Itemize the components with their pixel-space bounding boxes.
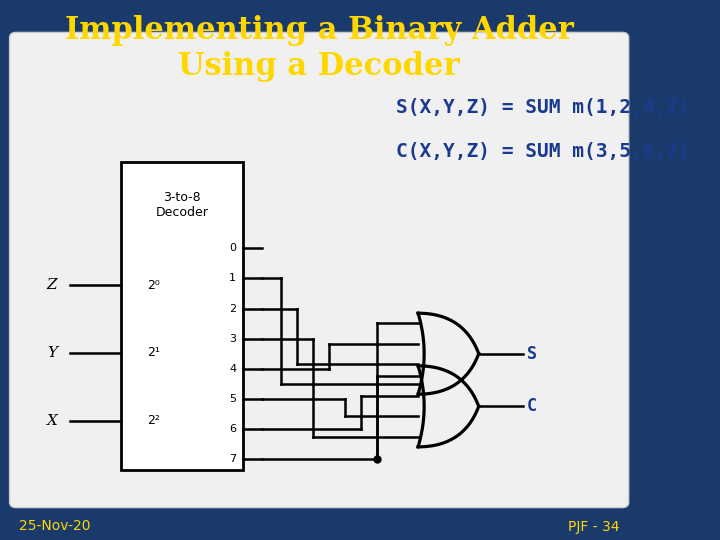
FancyBboxPatch shape — [9, 32, 629, 508]
Text: S: S — [526, 345, 536, 363]
Text: 3: 3 — [229, 334, 236, 343]
Text: 5: 5 — [229, 394, 236, 404]
Text: S(X,Y,Z) = SUM m(1,2,4,7): S(X,Y,Z) = SUM m(1,2,4,7) — [396, 98, 690, 118]
Text: Implementing a Binary Adder
Using a Decoder: Implementing a Binary Adder Using a Deco… — [65, 15, 574, 82]
Text: 2: 2 — [229, 303, 236, 314]
Bar — [121, 162, 243, 470]
Text: 6: 6 — [229, 424, 236, 434]
Text: 4: 4 — [229, 364, 236, 374]
Text: 1: 1 — [229, 273, 236, 284]
Text: PJF - 34: PJF - 34 — [567, 519, 619, 534]
Text: 3-to-8
Decoder: 3-to-8 Decoder — [156, 191, 208, 219]
Text: 7: 7 — [229, 454, 236, 464]
Text: Z: Z — [47, 278, 58, 292]
Text: 25-Nov-20: 25-Nov-20 — [19, 519, 91, 534]
Text: 0: 0 — [229, 244, 236, 253]
Text: 2⁰: 2⁰ — [147, 279, 160, 292]
Text: X: X — [47, 414, 58, 428]
Text: 2²: 2² — [147, 414, 160, 427]
Text: C: C — [526, 397, 536, 415]
Text: 2¹: 2¹ — [147, 346, 160, 359]
Text: Y: Y — [48, 346, 58, 360]
Text: C(X,Y,Z) = SUM m(3,5,6,7): C(X,Y,Z) = SUM m(3,5,6,7) — [396, 141, 690, 161]
